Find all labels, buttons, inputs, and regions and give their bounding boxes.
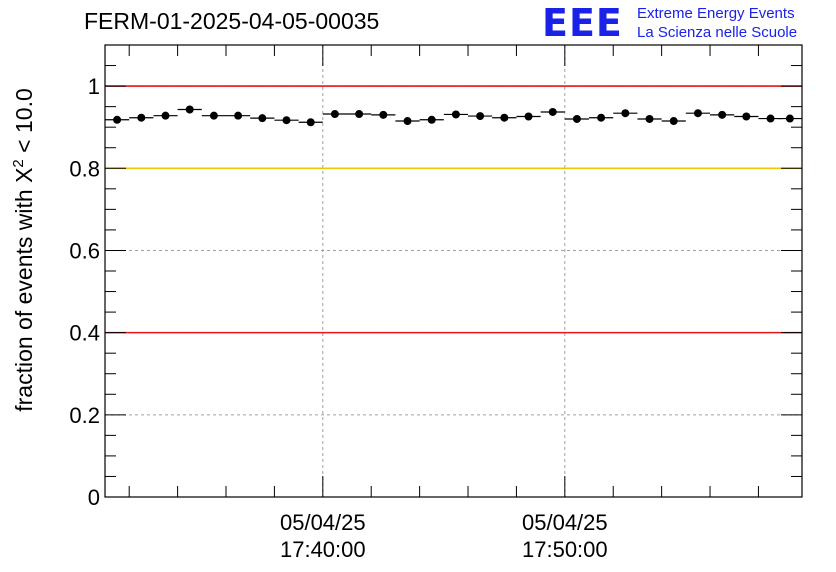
data-point	[330, 110, 339, 119]
data-point	[306, 118, 315, 127]
axis-ticks	[105, 44, 802, 498]
data-point	[476, 112, 485, 121]
data-point	[766, 114, 775, 123]
data-point	[693, 109, 702, 118]
y-tick-labels: 0 0.2 0.4 0.6 0.8 1	[69, 74, 100, 510]
data-point	[427, 115, 436, 124]
data-point	[355, 110, 364, 119]
data-point	[113, 115, 122, 124]
data-point	[209, 111, 218, 120]
y-axis-label-wrap: fraction of events with X2 < 10.0	[0, 0, 50, 572]
logo-text: Extreme Energy Events La Scienza nelle S…	[637, 4, 797, 42]
data-point	[597, 113, 606, 122]
data-point	[282, 116, 291, 125]
data-point	[161, 111, 170, 120]
data-point	[137, 113, 146, 122]
data-point	[403, 117, 412, 126]
x-tick-label-time: 17:40:00	[280, 537, 366, 562]
data-point	[742, 112, 751, 121]
y-tick-label: 0.2	[69, 403, 100, 428]
y-axis-label-text: fraction of events with X	[10, 167, 37, 412]
data-point	[379, 110, 388, 119]
y-axis-label: fraction of events with X2 < 10.0	[10, 88, 38, 412]
data-point	[234, 111, 243, 120]
data-point	[718, 110, 727, 119]
data-point	[451, 110, 460, 119]
chart-title: FERM-01-2025-04-05-00035	[84, 8, 380, 34]
data-point	[185, 105, 194, 114]
data-point	[645, 114, 654, 123]
eee-logo: EEE	[542, 1, 623, 45]
data-point	[785, 114, 794, 123]
logo-line-1: Extreme Energy Events	[637, 5, 795, 22]
data-points	[105, 105, 802, 127]
data-point	[621, 109, 630, 118]
x-tick-label-date: 05/04/25	[280, 510, 366, 535]
threshold-lines	[105, 85, 802, 334]
y-tick-label: 0.8	[69, 156, 100, 181]
y-tick-label: 0.6	[69, 238, 100, 263]
y-axis-label-suffix: < 10.0	[10, 88, 37, 160]
y-tick-label: 1	[88, 74, 100, 99]
data-point	[669, 117, 678, 126]
y-tick-label: 0	[88, 485, 100, 510]
x-tick-label-time: 17:50:00	[522, 537, 608, 562]
y-tick-label: 0.4	[69, 321, 100, 346]
data-point	[258, 114, 267, 123]
y-axis-label-sup: 2	[10, 159, 28, 168]
x-tick-label-date: 05/04/25	[522, 510, 608, 535]
data-point	[572, 114, 581, 123]
logo-line-2: La Scienza nelle Scuole	[637, 24, 798, 41]
data-point	[524, 112, 533, 121]
data-point	[548, 107, 557, 116]
data-point	[500, 113, 509, 122]
